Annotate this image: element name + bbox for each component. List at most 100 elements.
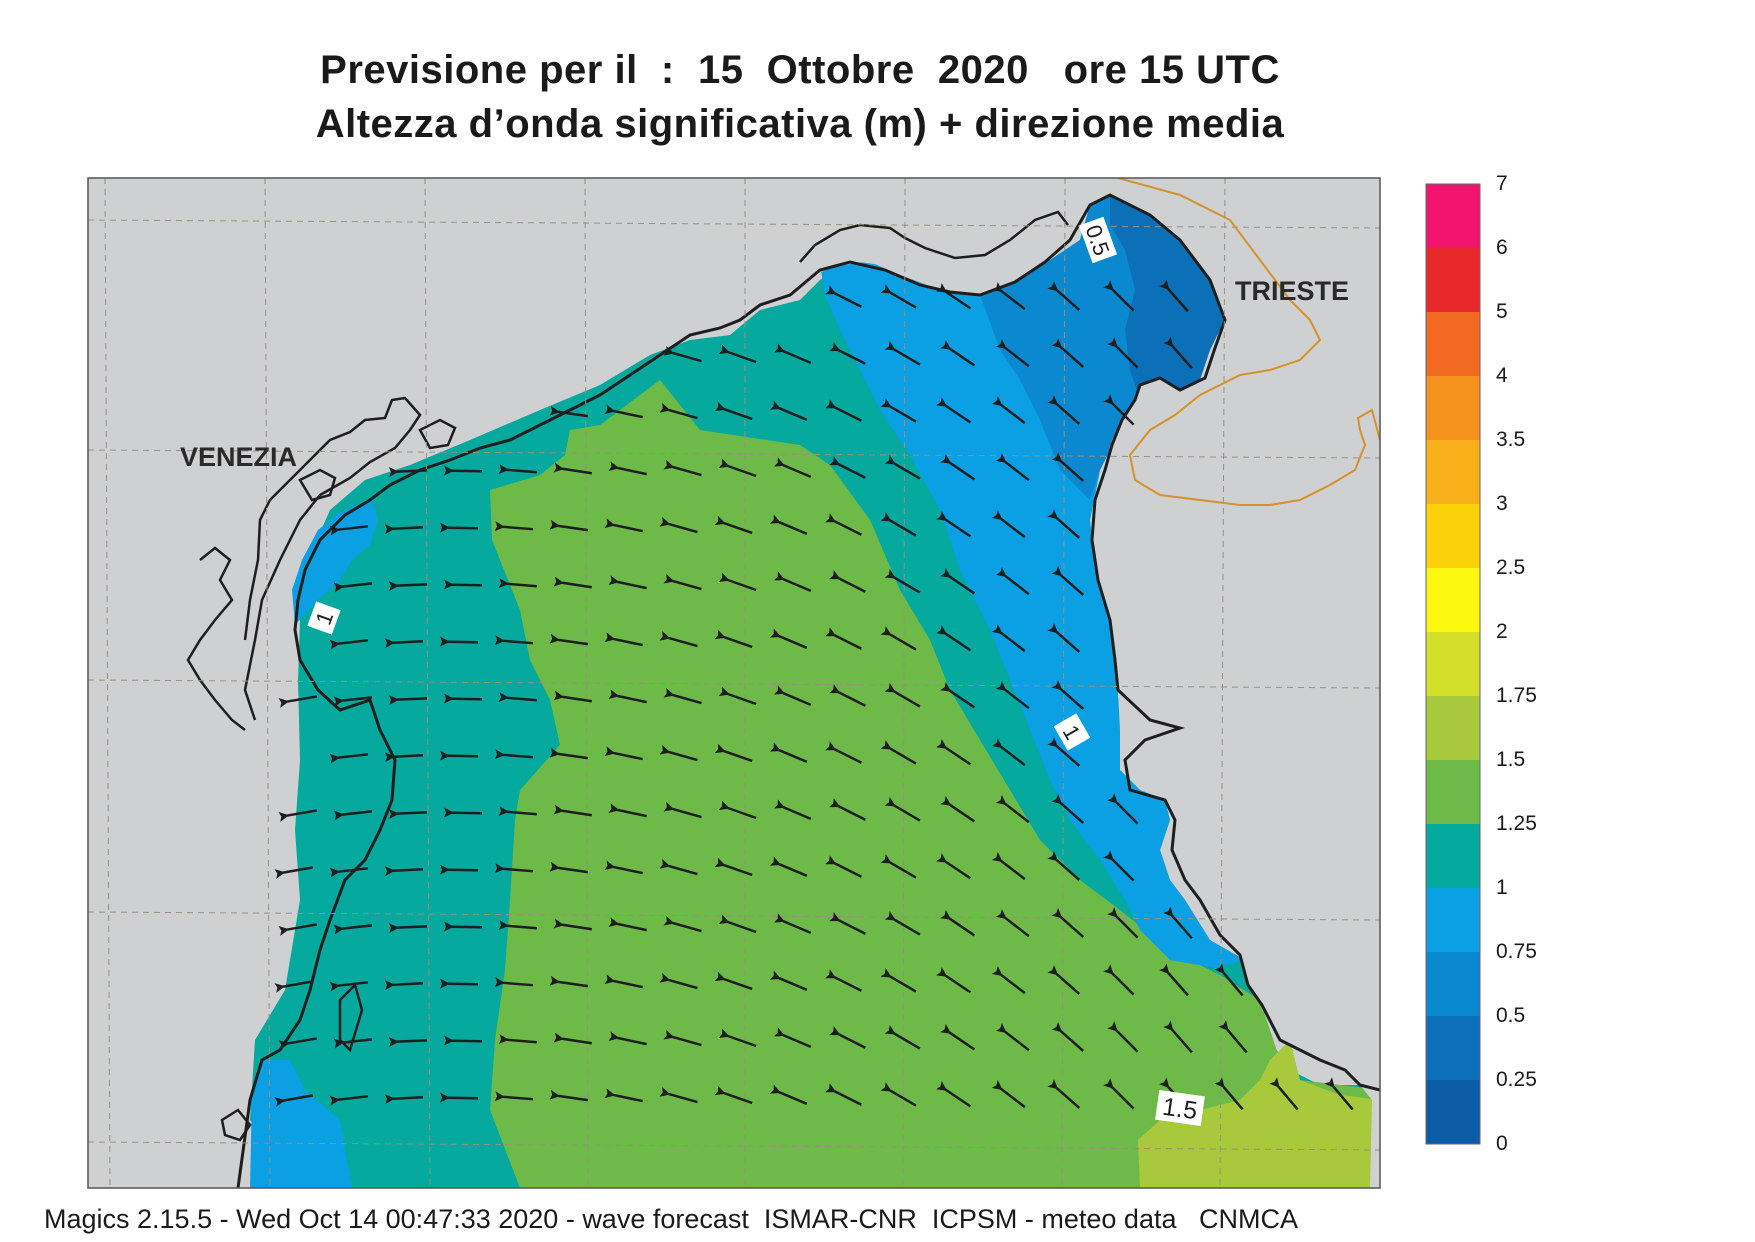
wave-arrow (884, 911, 921, 936)
wave-arrow (1103, 1078, 1135, 1110)
wave-arrow (1214, 963, 1244, 997)
wave-arrow (714, 629, 753, 649)
wave-arrow (333, 924, 373, 935)
wave-arrow (278, 809, 317, 822)
wave-arrow (1107, 793, 1139, 825)
venice-lagoon-coast (243, 396, 422, 721)
wave-direction-arrows (274, 279, 1354, 1111)
wave-arrow (773, 457, 812, 479)
wave-arrow (773, 343, 812, 365)
wave-arrow (274, 866, 313, 879)
colorbar-swatch (1426, 824, 1480, 889)
wave-arrow (388, 1037, 428, 1048)
wave-arrow (991, 510, 1026, 539)
map-title-line1: Previsione per il : 15 Ottobre 2020 ore … (320, 48, 1280, 92)
sea-zone-green (490, 380, 1380, 1188)
wave-arrow (718, 572, 757, 592)
coastline (236, 193, 1380, 1188)
wave-arrow (991, 852, 1026, 881)
wave-arrow (880, 284, 917, 309)
wave-arrow (329, 1095, 369, 1106)
wave-arrow (443, 1035, 483, 1046)
wave-arrow (825, 969, 862, 992)
colorbar-swatch (1426, 632, 1480, 697)
wave-arrow (769, 742, 808, 763)
colorbar-label: 1.5 (1496, 748, 1526, 771)
wave-arrow (1159, 963, 1189, 997)
wave-arrow (880, 1082, 917, 1107)
city-label-trieste: TRIESTE (1235, 276, 1349, 306)
wave-arrow (608, 1031, 647, 1046)
wave-arrow (936, 397, 972, 424)
wave-arrow (769, 970, 808, 991)
wave-arrow (995, 452, 1030, 482)
wave-arrow (659, 403, 698, 420)
colorbar-label: 2 (1496, 620, 1508, 643)
wave-arrow (940, 909, 976, 937)
wave-arrow (494, 635, 534, 646)
wave-arrow (995, 908, 1030, 938)
colorbar-swatch (1426, 760, 1480, 825)
wave-arrow (663, 345, 702, 363)
wave-arrow (384, 524, 424, 535)
grado-coast (799, 210, 1069, 263)
wave-arrow (498, 692, 538, 703)
map-frame (87, 177, 1381, 1189)
wave-arrow (659, 859, 698, 876)
wave-arrow (443, 921, 483, 932)
colorbar-swatch (1426, 440, 1480, 505)
wave-arrow (714, 971, 753, 991)
wave-arrow (608, 803, 647, 818)
map-title-line2: Altezza d’onda significativa (m) + direz… (315, 102, 1285, 146)
wave-arrow (278, 1037, 317, 1050)
colorbar (1425, 183, 1481, 1145)
wave-arrow (714, 515, 753, 535)
wave-arrow (384, 980, 424, 991)
footer-credits: Magics 2.15.5 - Wed Oct 14 00:47:33 2020… (44, 1204, 1298, 1234)
wave-arrow (995, 794, 1030, 824)
wave-arrow (936, 967, 972, 994)
wave-arrow (549, 747, 589, 760)
colorbar-swatch (1426, 696, 1480, 761)
wave-arrow (829, 570, 866, 593)
city-label-venezia: VENEZIA (180, 442, 297, 472)
wave-arrow (553, 918, 593, 931)
wave-arrow (549, 861, 589, 874)
wave-arrow (829, 684, 866, 707)
wave-arrow (991, 282, 1026, 311)
wave-arrow (769, 628, 808, 649)
wave-arrow (604, 974, 643, 989)
wave-arrow (884, 341, 921, 366)
wave-arrow (498, 806, 538, 817)
colorbar-swatch (1426, 1080, 1480, 1145)
wave-arrow (991, 396, 1026, 425)
wave-arrow (498, 464, 538, 475)
wave-arrow (553, 576, 593, 589)
wave-arrow (773, 571, 812, 593)
wave-arrow (604, 404, 643, 419)
wave-arrow (1103, 850, 1135, 882)
wave-arrow (936, 739, 972, 766)
wave-arrow (1214, 1077, 1244, 1111)
wave-arrow (608, 461, 647, 476)
wave-arrow (1103, 280, 1135, 312)
wave-arrow (1103, 394, 1135, 426)
wave-arrow (718, 1028, 757, 1048)
wave-arrow (663, 687, 702, 705)
wave-arrow (773, 799, 812, 821)
wave-arrow (494, 977, 534, 988)
wave-arrow (1324, 1077, 1354, 1111)
national-border (1117, 178, 1380, 506)
wave-arrow (388, 467, 428, 478)
contour-label-1-venice: 1 (307, 601, 341, 635)
wave-arrow (1218, 1020, 1248, 1054)
colorbar-label: 5 (1496, 300, 1508, 323)
colorbar-label: 0.25 (1496, 1068, 1537, 1091)
wave-arrow (940, 339, 976, 367)
wave-arrow (714, 1085, 753, 1105)
wave-arrow (333, 582, 373, 593)
wave-arrow (549, 1089, 589, 1102)
colorbar-label: 2.5 (1496, 556, 1526, 579)
wave-arrow (773, 685, 812, 707)
wave-arrow (1047, 965, 1081, 995)
